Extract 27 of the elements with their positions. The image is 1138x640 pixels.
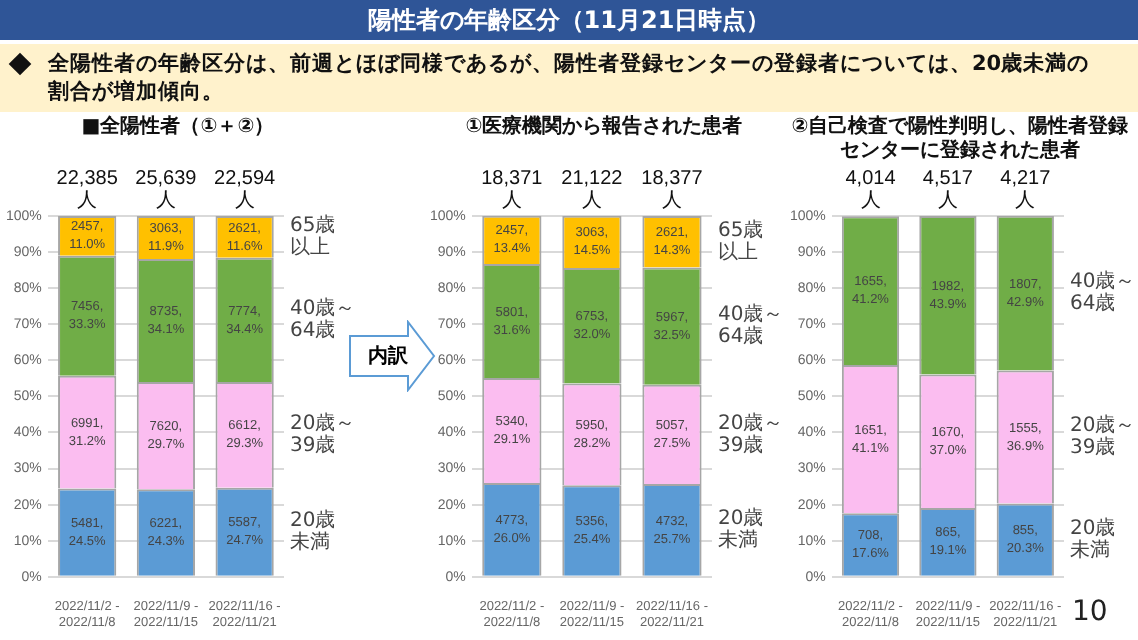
series-label: 40歳～64歳 [718,302,784,349]
series-label: 20歳未満 [290,507,336,554]
annotation: 18,371人 [481,167,544,212]
text: 全陽性者の年齢区分は、前週とほぼ同様であるが、陽性者登録センターの登録者については、20歳未満の割合が増加傾向。 [48,50,1092,106]
annotation: 4,014人 [845,167,897,212]
chart-title: ■全陽性者（①＋②） [79,116,277,140]
series-label: 65歳以上 [290,213,336,260]
annotation: 25,639人 [135,167,198,212]
series-label: 20歳～39歳 [290,411,356,458]
text: 内訳 [366,343,410,370]
series-label: 20歳～39歳 [718,410,784,457]
annotation: 22,385人 [56,167,119,212]
annotation: 21,122人 [561,167,624,212]
series-label: 20歳～39歳 [1070,413,1136,460]
chart-title: ①医療機関から報告された患者 [463,116,745,140]
series-label: 20歳未満 [1070,515,1116,562]
annotation: 4,217人 [1000,167,1052,212]
text: 10 [1072,596,1108,628]
annotation: 4,517人 [922,167,974,212]
series-label: 65歳以上 [718,217,764,264]
text: 陽性者の年齢区分（11月21日時点） [0,0,1138,40]
series-label: 40歳～64歳 [290,296,356,343]
series-label: 20歳未満 [718,506,764,553]
series-label: 40歳～64歳 [1070,269,1136,316]
annotation: 22,594人 [214,167,277,212]
annotation: 18,377人 [641,167,704,212]
chart-title: ②自己検査で陽性判明し、陽性者登録センターに登録された患者 [789,116,1131,164]
